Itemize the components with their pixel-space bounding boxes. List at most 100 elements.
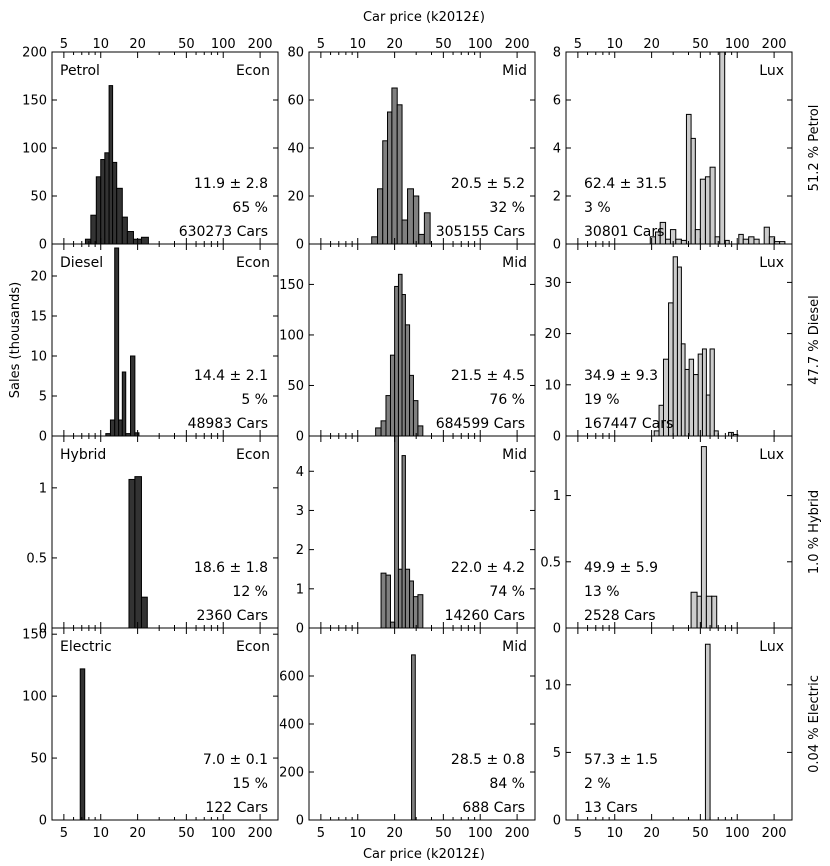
histogram-bar	[705, 394, 711, 437]
y-tick-label: 0.5	[540, 555, 561, 570]
histogram-bar	[371, 236, 379, 245]
count-label: 14260 Cars	[445, 608, 525, 624]
class-label: Econ	[236, 63, 270, 79]
histogram-bar	[699, 178, 706, 245]
count-label: 30801 Cars	[584, 224, 664, 240]
x-tick-label: 5	[317, 37, 325, 52]
x-tick-label: 100	[468, 37, 493, 52]
x-tick-label: 50	[178, 37, 195, 52]
histogram-bar	[694, 229, 701, 245]
count-label: 48983 Cars	[188, 416, 268, 432]
histogram-bar	[680, 343, 686, 437]
y-tick-label: 1	[39, 481, 47, 496]
y-tick-label: 30	[544, 276, 561, 291]
stat-label: 34.9 ± 9.3	[584, 368, 658, 384]
histogram-bar	[742, 238, 750, 245]
x-tick-label: 200	[248, 37, 273, 52]
histogram-bar	[401, 219, 409, 245]
share-label: 13 %	[584, 584, 620, 600]
share-label: 15 %	[232, 776, 268, 792]
y-tick-label: 100	[279, 328, 304, 343]
x-tick-label: 5	[60, 826, 68, 841]
y-tick-label: 1	[553, 489, 561, 504]
panel-electric-econ: 0 50 100 150 5 10 20 50 100 200 Electric Econ 7.0 ± …	[22, 627, 279, 841]
y-tick-label: 400	[279, 718, 304, 733]
stat-label: 57.3 ± 1.5	[584, 752, 658, 768]
histogram-bar	[412, 400, 419, 437]
stat-label: 28.5 ± 0.8	[451, 752, 525, 768]
histogram-bar	[118, 419, 123, 437]
histogram-bar	[675, 238, 682, 245]
histogram-bar	[748, 236, 755, 245]
histogram-bar	[409, 374, 414, 437]
histogram-bar	[423, 212, 431, 245]
histogram-bar	[705, 595, 713, 629]
histogram-bar	[84, 238, 92, 245]
y-tick-label: 15	[30, 310, 47, 325]
count-label: 630273 Cars	[179, 224, 268, 240]
y-tick-label: 0	[553, 238, 561, 253]
x-tick-label: 200	[505, 826, 530, 841]
x-tick-label: 200	[248, 826, 273, 841]
share-label: 32 %	[489, 200, 525, 216]
histogram-bar	[417, 425, 424, 437]
fuel-label: Petrol	[60, 63, 100, 79]
x-tick-label: 20	[129, 826, 146, 841]
panel-petrol-mid: 0 20 40 60 80 5 10 20 50 100 200 Mid 20.5 ± 5.2 32 % 3…	[287, 37, 536, 253]
count-label: 688 Cars	[462, 800, 525, 816]
x-tick-label: 20	[643, 826, 660, 841]
x-tick-label: 10	[349, 37, 366, 52]
stat-label: 21.5 ± 4.5	[451, 368, 525, 384]
class-label: Mid	[502, 639, 527, 655]
row-label-petrol: 51.2 % Petrol	[807, 105, 822, 192]
share-label: 84 %	[489, 776, 525, 792]
y-tick-label: 20	[544, 327, 561, 342]
histogram-bar	[404, 324, 411, 437]
y-tick-label: 0	[39, 814, 47, 829]
stat-label: 14.4 ± 2.1	[194, 368, 268, 384]
panel-frame	[51, 627, 279, 821]
x-tick-label: 100	[211, 37, 236, 52]
class-label: Lux	[759, 255, 784, 271]
fuel-label: Diesel	[60, 255, 103, 271]
panel-diesel-econ: 0 5 10 15 20 Diesel Econ 14.4 ± 2.1 5 % 48983 Car…	[30, 243, 279, 445]
share-label: 2 %	[584, 776, 611, 792]
y-tick-label: 50	[30, 190, 47, 205]
class-label: Lux	[759, 447, 784, 463]
y-tick-label: 60	[287, 94, 304, 109]
y-tick-label: 40	[287, 142, 304, 157]
stat-label: 18.6 ± 1.8	[194, 560, 268, 576]
count-label: 305155 Cars	[436, 224, 525, 240]
x-tick-label: 50	[692, 826, 709, 841]
y-tick-label: 2	[296, 543, 304, 558]
histogram-bar	[665, 238, 671, 245]
x-tick-label: 100	[725, 37, 750, 52]
y-tick-label: 0	[39, 622, 47, 637]
stat-label: 62.4 ± 31.5	[584, 176, 667, 192]
y-axis-label: Sales (thousands)	[8, 282, 23, 398]
histogram-bar	[126, 231, 134, 245]
x-tick-label: 10	[92, 37, 109, 52]
row-label-diesel: 47.7 % Diesel	[807, 295, 822, 385]
histogram-bar	[672, 256, 678, 437]
row-label-hybrid: 1.0 % Hybrid	[807, 490, 822, 574]
histogram-bar	[397, 568, 403, 629]
class-label: Lux	[759, 63, 784, 79]
histogram-bar	[688, 358, 695, 437]
y-tick-label: 0	[553, 622, 561, 637]
histogram-bar	[676, 266, 682, 437]
x-tick-label: 10	[606, 37, 623, 52]
count-label: 684599 Cars	[436, 416, 525, 432]
histogram-bar	[387, 111, 393, 245]
histogram-bar	[116, 187, 123, 245]
y-tick-label: 1	[296, 582, 304, 597]
x-tick-label: 100	[211, 826, 236, 841]
stat-label: 49.9 ± 5.9	[584, 560, 658, 576]
histogram-bar	[713, 430, 719, 437]
histogram-bar	[697, 353, 703, 437]
row-label-electric: 0.04 % Electric	[807, 675, 822, 773]
histogram-bar	[380, 572, 387, 629]
y-tick-label: 0	[296, 430, 304, 445]
histogram-bar	[90, 214, 97, 245]
